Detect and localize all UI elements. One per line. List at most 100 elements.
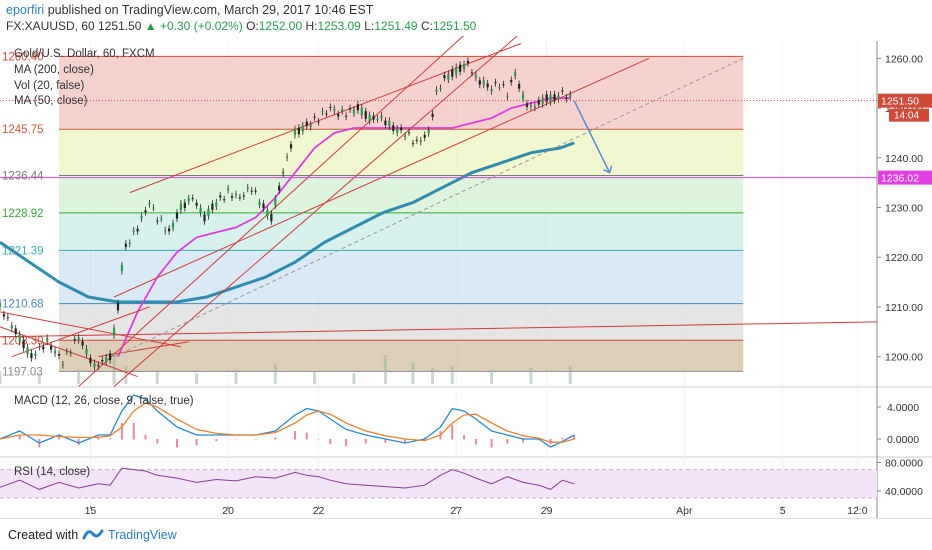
rsi-y-label: 40.0000 bbox=[885, 486, 923, 498]
macd-histogram-bar bbox=[109, 438, 112, 440]
candle-body bbox=[215, 202, 218, 207]
fib-band bbox=[58, 250, 744, 304]
x-tick-label: 22 bbox=[313, 505, 325, 517]
candle-body bbox=[156, 220, 159, 222]
candle-body bbox=[459, 64, 462, 72]
author-link[interactable]: eporfiri bbox=[6, 3, 45, 17]
candle-body bbox=[470, 72, 474, 74]
horizontal-line[interactable]: 1236.02 bbox=[0, 170, 932, 185]
macd-histogram-bar bbox=[57, 437, 60, 440]
arrow-head bbox=[603, 165, 613, 174]
candle-body bbox=[400, 127, 403, 131]
candle-body bbox=[431, 113, 434, 118]
volume-bar bbox=[529, 367, 533, 384]
candle-body bbox=[109, 353, 112, 361]
macd-histogram-bar bbox=[234, 439, 237, 440]
candle-body bbox=[561, 90, 564, 92]
tradingview-logo-icon[interactable] bbox=[82, 526, 104, 542]
tradingview-brand[interactable]: TradingView bbox=[108, 528, 177, 542]
candle-body bbox=[238, 197, 241, 199]
candle-body bbox=[73, 339, 76, 341]
candle-body bbox=[368, 114, 371, 122]
volume-bar bbox=[450, 366, 454, 384]
projection-arrow[interactable] bbox=[573, 100, 613, 174]
macd-histogram-bar bbox=[573, 435, 576, 440]
candle-body bbox=[282, 171, 285, 174]
time-axis[interactable]: 15 20 22 27 29 Apr 5 12:0 bbox=[85, 505, 868, 517]
macd-histogram-bar bbox=[317, 439, 320, 440]
candle-body bbox=[297, 127, 300, 135]
candle-body bbox=[148, 203, 151, 205]
volume-bar bbox=[568, 366, 572, 384]
candle-body bbox=[89, 357, 92, 364]
candle-body bbox=[313, 116, 316, 118]
candle-body bbox=[301, 125, 304, 132]
close-value: 1251.50 bbox=[432, 19, 477, 33]
close-label: C: bbox=[420, 19, 433, 33]
legend-volume: Vol (20, false) bbox=[14, 80, 84, 92]
open-value: 1252.00 bbox=[258, 19, 303, 33]
macd-histogram-bar bbox=[463, 435, 466, 440]
candle-body bbox=[175, 212, 179, 219]
y-tick-label: 1210.00 bbox=[885, 302, 923, 314]
macd-y-label: 0.0000 bbox=[887, 434, 919, 446]
macd-y-label: 4.0000 bbox=[887, 402, 919, 414]
ma200-line bbox=[0, 141, 575, 304]
price-axis[interactable]: 1200.001210.001220.001230.001240.001250.… bbox=[0, 53, 932, 364]
candle-body bbox=[360, 107, 363, 116]
rsi-line bbox=[0, 467, 575, 490]
candle-body bbox=[403, 135, 407, 137]
created-with-text: Created with bbox=[8, 528, 79, 542]
candle-body bbox=[321, 111, 324, 113]
current-price-tag bbox=[878, 93, 932, 108]
hline-price-tag bbox=[878, 170, 932, 185]
macd-histogram-bar bbox=[175, 439, 178, 448]
candle-body bbox=[510, 79, 513, 83]
chart-area[interactable]: 1260.40 1245.75 1236.44 1228.92 1221.39 1210.… bbox=[0, 36, 932, 518]
candle-body bbox=[164, 230, 167, 232]
x-tick-label: Apr bbox=[676, 505, 693, 517]
candle-body bbox=[486, 83, 489, 88]
macd-pane: 4.0000 0.0000 bbox=[0, 394, 919, 448]
candle-body bbox=[187, 198, 190, 202]
volume-bar bbox=[273, 364, 277, 384]
candle-body bbox=[337, 113, 340, 117]
candle-body bbox=[38, 346, 41, 348]
candle-body bbox=[262, 203, 265, 209]
candle-body bbox=[439, 87, 442, 89]
rsi-label: RSI (14, close) bbox=[14, 466, 90, 478]
candle-body bbox=[407, 132, 411, 134]
macd-histogram-bar bbox=[561, 438, 564, 440]
high-label: H: bbox=[305, 19, 318, 33]
candle-body bbox=[537, 100, 540, 105]
candle-body bbox=[34, 353, 37, 356]
candle-body bbox=[26, 347, 29, 355]
candle-body bbox=[144, 210, 147, 213]
last-price: 1251.50 bbox=[98, 19, 142, 33]
y-tick-label: 1240.00 bbox=[885, 153, 923, 165]
countdown-label: 14:04 bbox=[894, 111, 919, 122]
candle-body bbox=[278, 185, 281, 191]
hline-price-label: 1236.02 bbox=[881, 173, 919, 185]
candle-body bbox=[506, 96, 509, 98]
candle-body bbox=[42, 346, 45, 350]
candle-body bbox=[160, 218, 163, 220]
candle-body bbox=[325, 113, 328, 115]
candle-body bbox=[246, 187, 249, 189]
macd-histogram-bar bbox=[254, 439, 257, 440]
candle-body bbox=[384, 120, 387, 126]
fib-level-label: 1245.75 bbox=[2, 124, 44, 136]
published-text: published on TradingView.com, March 29, … bbox=[44, 3, 374, 17]
macd-histogram-bar bbox=[522, 439, 525, 443]
macd-histogram-bar bbox=[329, 439, 332, 445]
candle-body bbox=[557, 95, 560, 100]
candle-body bbox=[120, 265, 124, 272]
macd-histogram-bar bbox=[132, 423, 135, 440]
candle-body bbox=[230, 196, 234, 198]
candle-body bbox=[376, 118, 379, 120]
candle-body bbox=[97, 364, 100, 367]
candle-body bbox=[199, 207, 202, 214]
candle-body bbox=[392, 125, 395, 131]
trendline bbox=[11, 306, 150, 358]
chart-header: eporfiri published on TradingView.com, M… bbox=[0, 0, 932, 36]
